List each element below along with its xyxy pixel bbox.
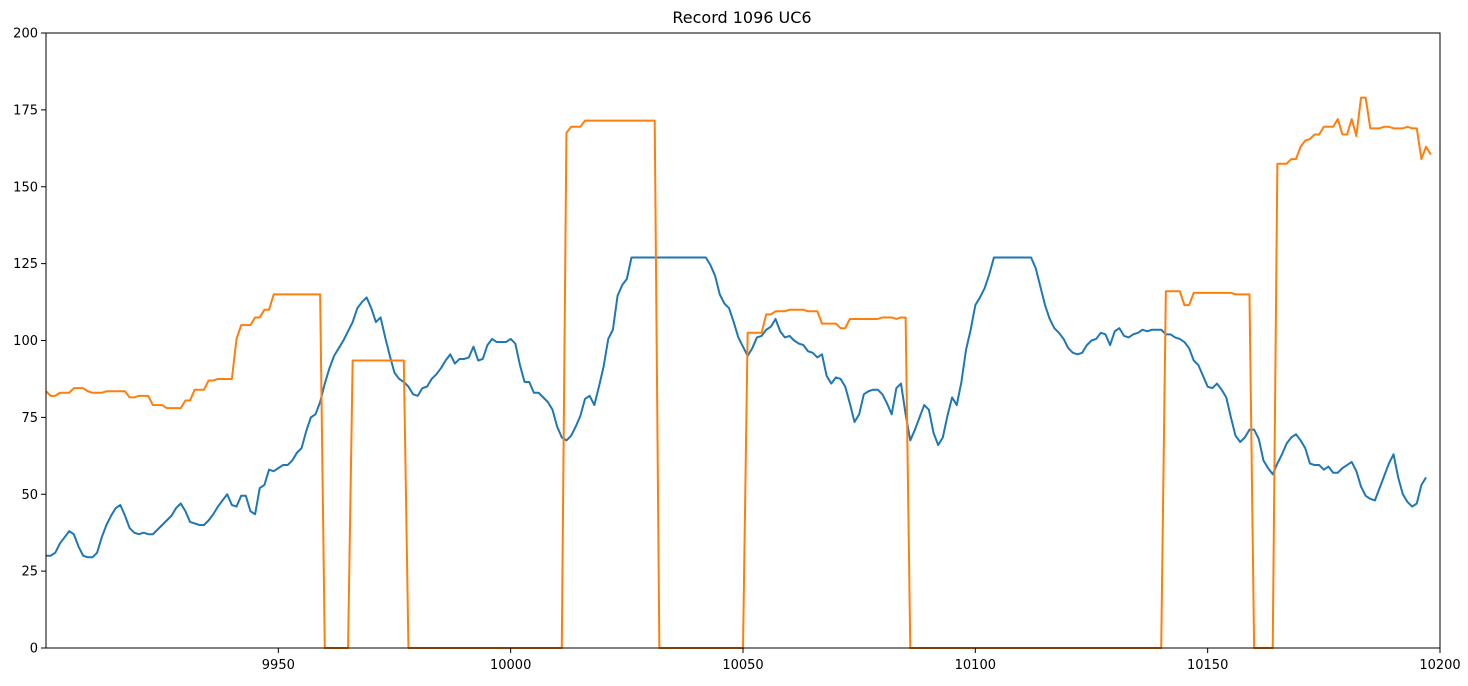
x-tick-label: 10000	[490, 658, 531, 673]
x-tick-label: 9950	[262, 658, 295, 673]
chart-title: Record 1096 UC6	[672, 8, 811, 27]
y-tick-label: 25	[21, 565, 38, 580]
y-tick-label: 200	[13, 27, 38, 42]
x-tick-label: 10150	[1187, 658, 1228, 673]
y-tick-label: 50	[21, 488, 38, 503]
y-tick-label: 150	[13, 180, 38, 195]
x-axis: 9950 10000 10050 10100 10150 10200	[262, 648, 1461, 673]
y-tick-label: 125	[13, 257, 38, 272]
y-tick-label: 0	[30, 642, 38, 657]
y-tick-label: 175	[13, 103, 38, 118]
x-tick-label: 10050	[722, 658, 763, 673]
y-axis: 0 25 50 75 100 125 150 175 200	[13, 27, 46, 657]
y-tick-label: 75	[21, 411, 38, 426]
x-tick-label: 10100	[955, 658, 996, 673]
x-tick-label: 10200	[1419, 658, 1460, 673]
series-line-1	[46, 256, 1427, 559]
y-tick-label: 100	[13, 334, 38, 349]
